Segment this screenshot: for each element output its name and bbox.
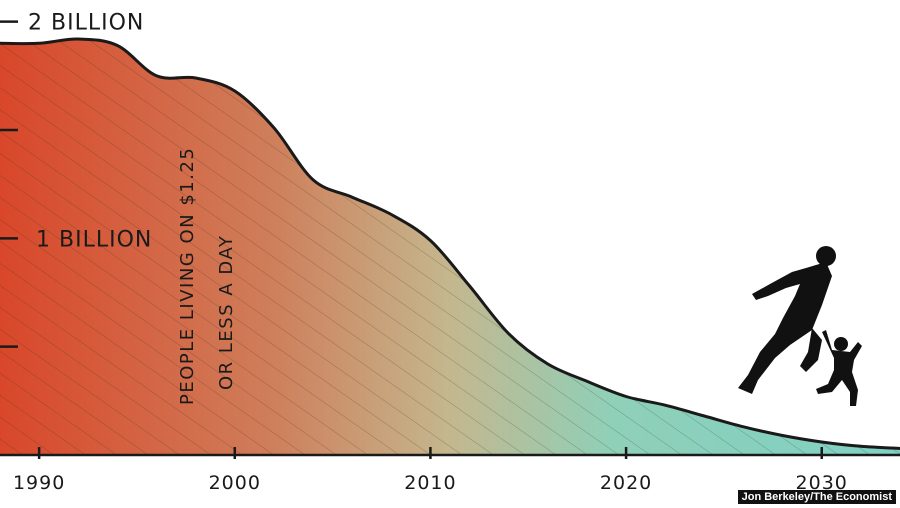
man-running-icon — [738, 246, 836, 394]
y-tick-label: 1 BILLION — [36, 227, 152, 252]
x-tick-label: 2030 — [796, 472, 848, 494]
credit-label: Jon Berkeley/The Economist — [737, 490, 896, 504]
annotation-line-1: PEOPLE LIVING ON $1.25 — [177, 147, 198, 405]
y-tick-label: 2 BILLION — [28, 11, 144, 36]
x-tick-label: 2000 — [209, 472, 261, 494]
x-ticks: 1990 2000 2010 2020 2030 — [13, 447, 848, 494]
x-tick-label: 2020 — [600, 472, 652, 494]
y-ticks: 2 BILLION 1 BILLION — [0, 11, 152, 348]
axes: 1990 2000 2010 2020 2030 2 BILLION 1 BILLION — [0, 11, 900, 494]
annotation-line-2: OR LESS A DAY — [216, 235, 237, 390]
child-running-icon — [816, 330, 862, 406]
x-tick-label: 1990 — [13, 472, 65, 494]
series-line — [0, 37, 900, 450]
x-tick-label: 2010 — [404, 472, 456, 494]
